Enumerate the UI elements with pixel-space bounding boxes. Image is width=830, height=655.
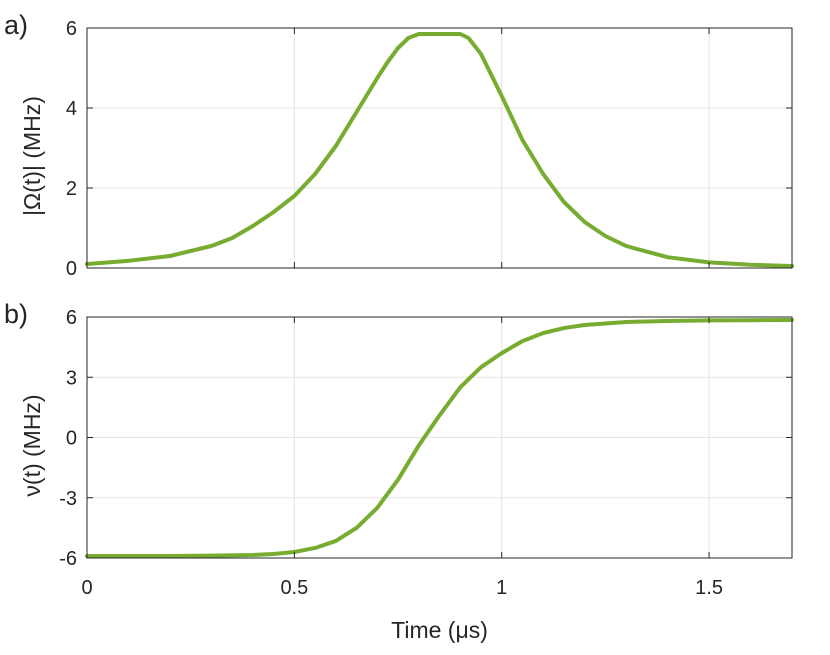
x-axis-label: Time (μs) (391, 617, 488, 643)
panel-a: 0 2 4 6 a) |Ω(t)| (MHz) (4, 10, 794, 280)
y-tick-label: 0 (66, 428, 77, 450)
y-axis-label: ν(t) (MHz) (19, 394, 45, 496)
series-line (85, 318, 794, 558)
y-tick-label: 4 (66, 98, 77, 120)
series-line (85, 32, 794, 268)
y-tick-label: -3 (59, 488, 77, 510)
y-axis-label: |Ω(t)| (MHz) (19, 96, 45, 216)
y-tick-label: 6 (66, 18, 77, 40)
x-tick-label: 1.5 (695, 577, 723, 599)
panel-b: -6 -3 0 3 6 0 0.5 1 1.5 b) ν(t) (MHz) Time (μs) (4, 299, 794, 643)
panel-label: a) (4, 10, 28, 40)
panel-label: b) (4, 299, 28, 329)
y-tick-label: 0 (66, 258, 77, 280)
y-tick-label: 3 (66, 367, 77, 389)
y-tick-label: 2 (66, 178, 77, 200)
y-tick-label: 6 (66, 307, 77, 329)
x-tick-label: 1 (496, 577, 507, 599)
axes-box (86, 27, 793, 269)
x-tick-label: 0.5 (280, 577, 308, 599)
y-tick-label: -6 (59, 548, 77, 570)
x-tick-label: 0 (81, 577, 92, 599)
